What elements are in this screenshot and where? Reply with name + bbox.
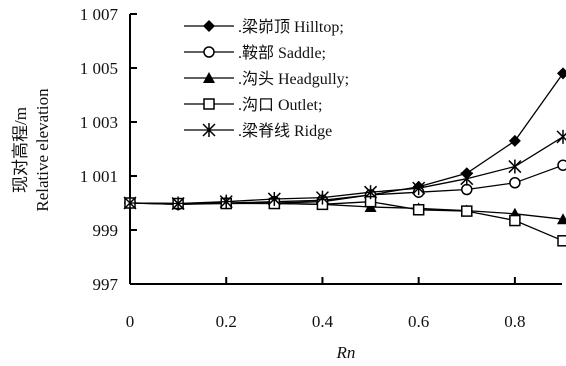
y-tick-label: 997 bbox=[93, 275, 119, 294]
series-line bbox=[129, 136, 564, 205]
data-point bbox=[557, 213, 566, 225]
y-tick-label: 1 001 bbox=[80, 167, 118, 186]
y-tick-label: 999 bbox=[93, 221, 119, 240]
legend-entry: .鞍部 Saddle; bbox=[184, 44, 326, 62]
data-point bbox=[508, 134, 521, 147]
series-0 bbox=[124, 67, 566, 211]
legend-entry: .梁脊线 Ridge bbox=[184, 122, 332, 140]
axes bbox=[129, 13, 562, 285]
x-axis-title: Rn bbox=[336, 343, 356, 362]
y-axis-title-en: Relative elevation bbox=[33, 88, 52, 212]
data-point bbox=[123, 196, 137, 210]
y-tick-label: 1 007 bbox=[80, 5, 119, 24]
legend-marker bbox=[203, 20, 215, 32]
legend: .梁峁顶 Hilltop; .鞍部 Saddle; .沟头 Headgully; .沟… bbox=[184, 18, 349, 140]
series-2 bbox=[124, 197, 566, 225]
data-point bbox=[556, 129, 566, 144]
axis-labels: 997 999 1 001 1 003 1 005 1 007 0 0.2 0.4 0.6 0.8 R… bbox=[11, 5, 526, 362]
y-tick-label: 1 005 bbox=[80, 59, 118, 78]
series-3 bbox=[124, 195, 566, 247]
data-point bbox=[557, 235, 566, 247]
x-tick-label: 0.2 bbox=[216, 312, 237, 331]
legend-entry: .梁峁顶 Hilltop; bbox=[184, 18, 344, 36]
x-tick-label: 0.8 bbox=[504, 312, 525, 331]
data-point bbox=[364, 185, 378, 200]
data-point bbox=[557, 159, 566, 171]
legend-marker bbox=[203, 72, 215, 83]
legend-label: .沟头 Headgully; bbox=[238, 70, 349, 88]
data-point bbox=[267, 191, 281, 206]
series-line bbox=[129, 201, 564, 242]
x-tick-label: 0.6 bbox=[408, 312, 429, 331]
series-layer bbox=[123, 67, 566, 247]
x-tick-label: 0 bbox=[126, 312, 135, 331]
data-point bbox=[509, 214, 521, 227]
data-point bbox=[461, 183, 473, 196]
data-point bbox=[508, 159, 522, 174]
y-tick-label: 1 003 bbox=[80, 113, 118, 132]
legend-marker bbox=[202, 123, 216, 137]
legend-label: .沟口 Outlet; bbox=[238, 96, 322, 114]
series-1 bbox=[124, 159, 566, 211]
data-point bbox=[315, 190, 329, 205]
legend-label: .梁脊线 Ridge bbox=[238, 122, 332, 140]
legend-label: .梁峁顶 Hilltop; bbox=[238, 18, 344, 36]
data-point bbox=[171, 196, 185, 211]
legend-label: .鞍部 Saddle; bbox=[238, 44, 326, 62]
data-point bbox=[412, 204, 425, 216]
data-point bbox=[461, 205, 473, 217]
x-tick-label: 0.4 bbox=[312, 312, 334, 331]
series-4 bbox=[123, 129, 566, 211]
legend-entry: .沟头 Headgully; bbox=[184, 70, 349, 88]
data-point bbox=[557, 67, 566, 80]
data-point bbox=[460, 171, 474, 186]
legend-marker bbox=[203, 46, 215, 58]
y-axis-title-cn: 现对高程/m bbox=[11, 107, 30, 193]
data-point bbox=[509, 177, 521, 189]
legend-entry: .沟口 Outlet; bbox=[184, 96, 322, 114]
legend-marker bbox=[203, 98, 215, 110]
data-point bbox=[219, 194, 233, 209]
data-point bbox=[412, 181, 426, 196]
